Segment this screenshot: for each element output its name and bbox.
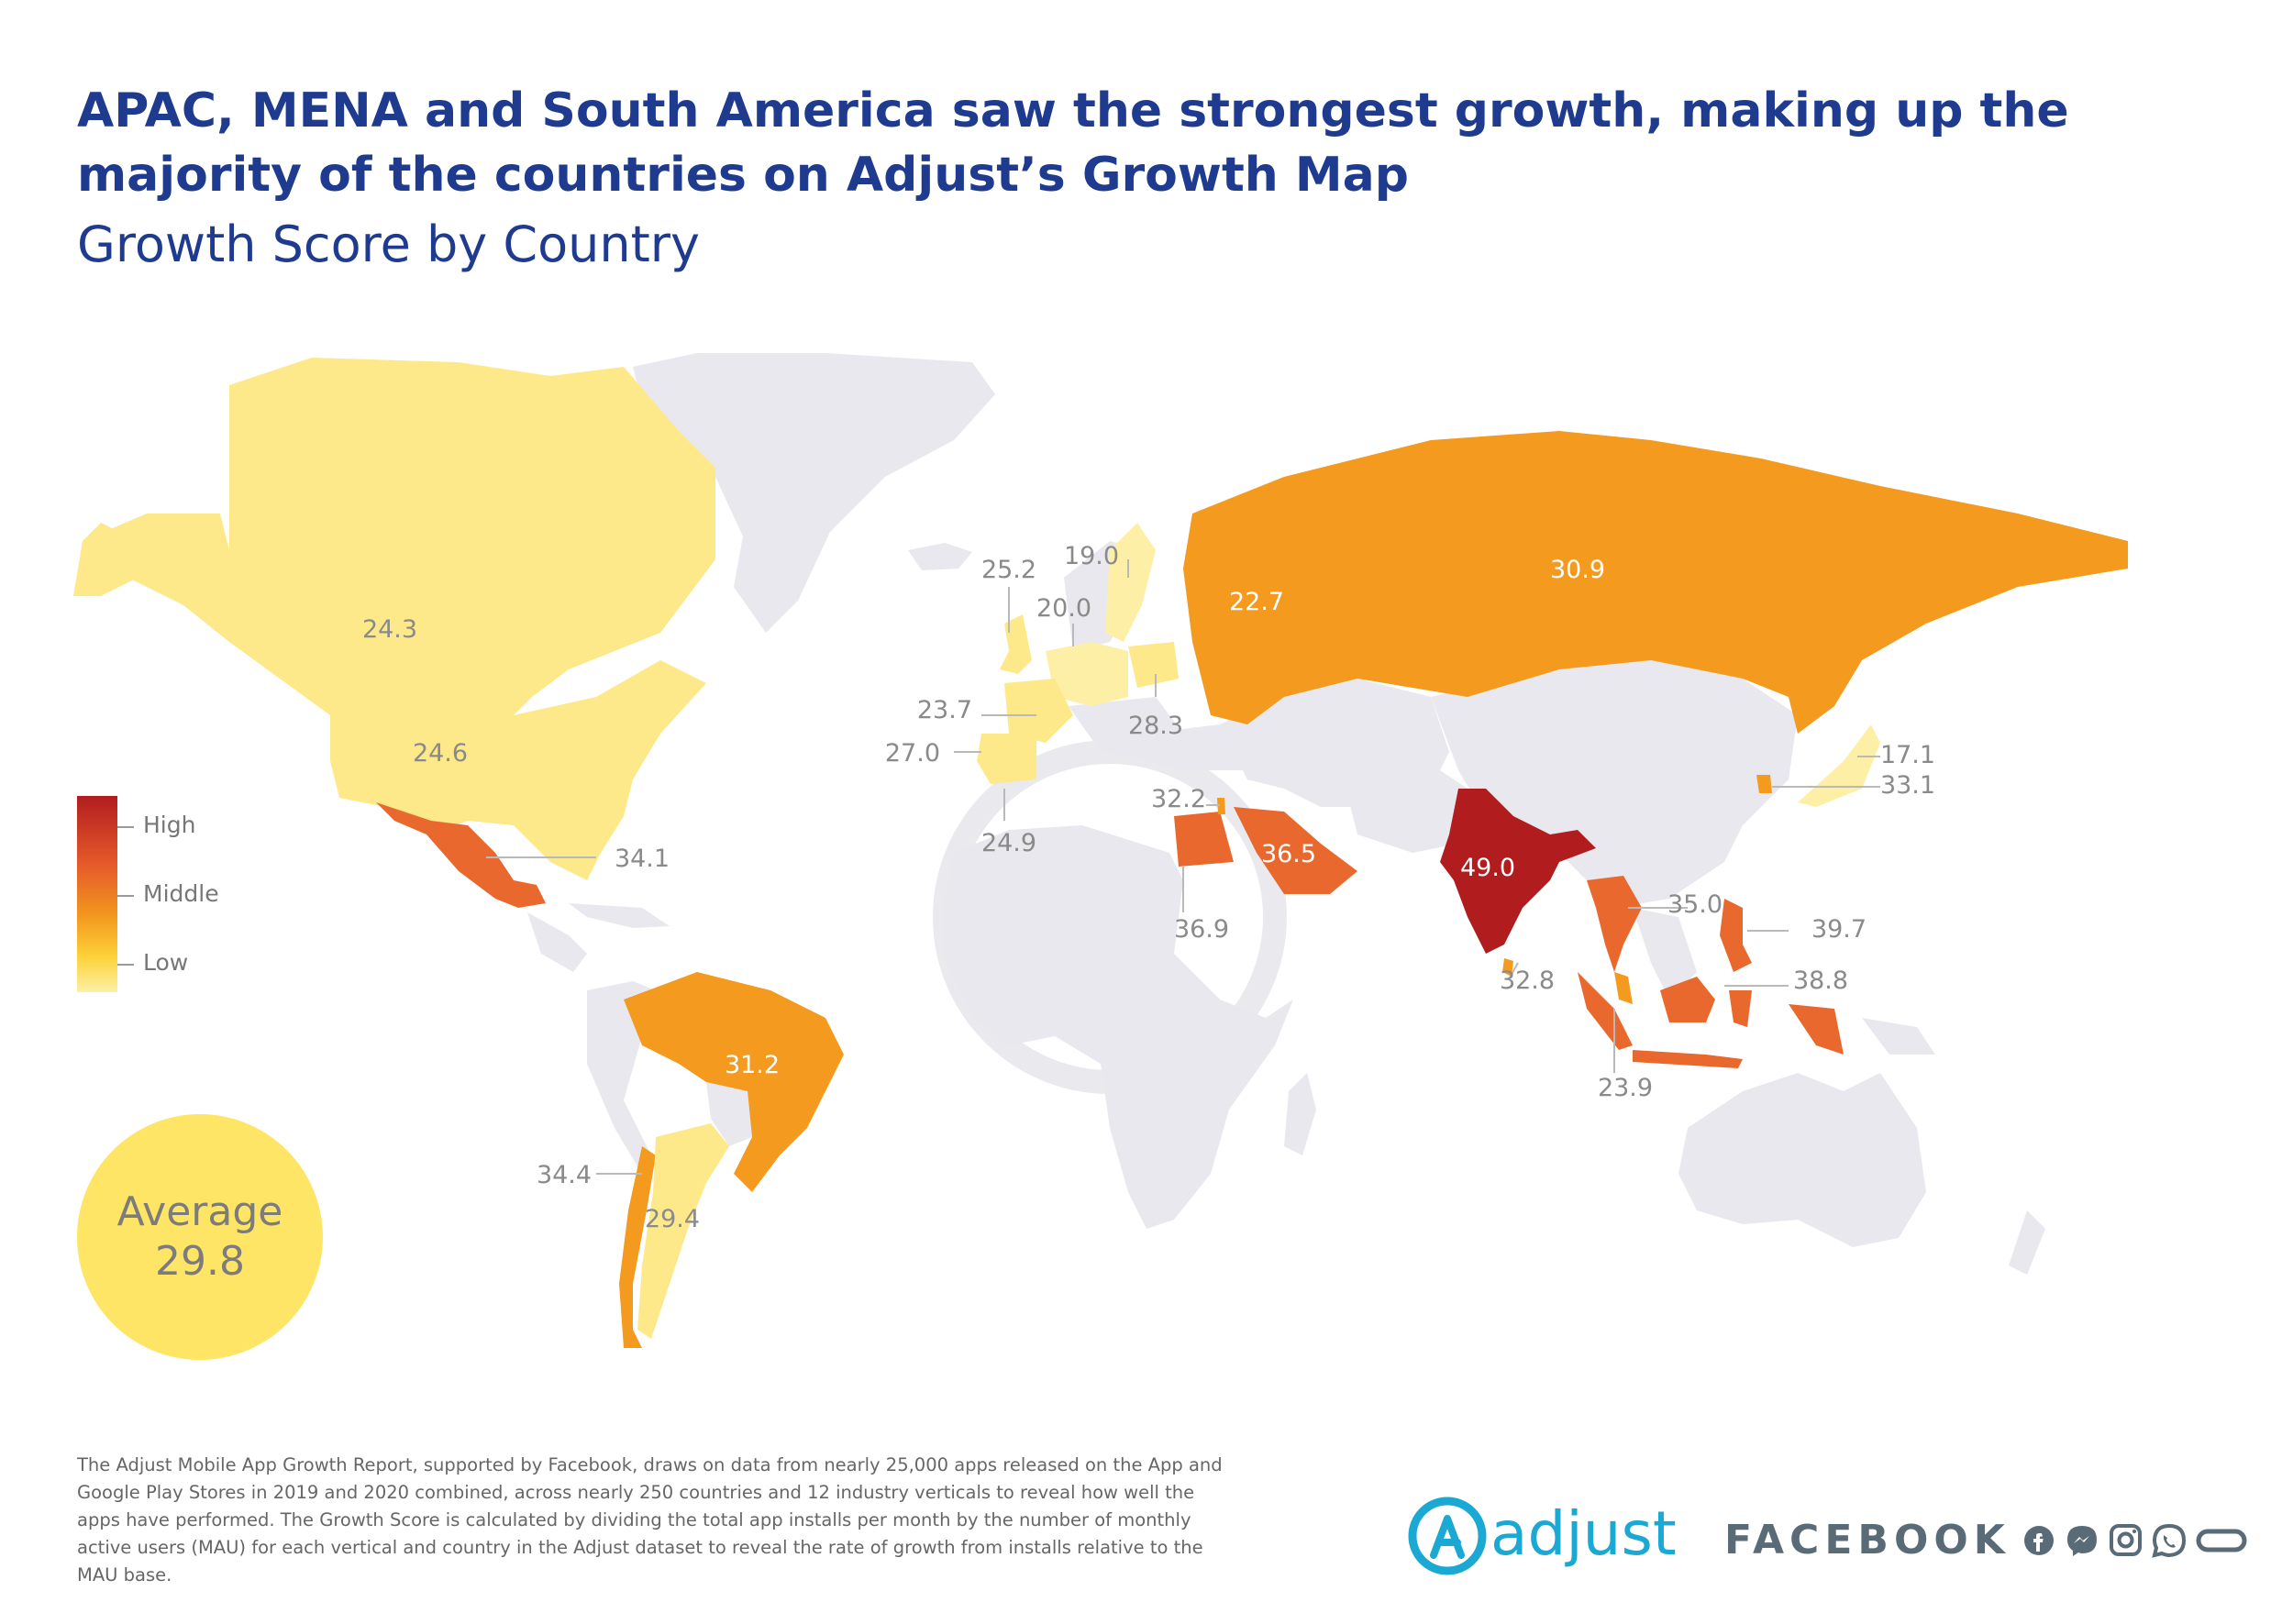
country-indonesia-borneo <box>1660 977 1715 1022</box>
country-uk <box>1000 614 1032 674</box>
value-label-mexico: 34.1 <box>615 845 670 873</box>
region-china-mongolia <box>1431 660 1798 908</box>
oculus-icon <box>2196 1529 2247 1552</box>
legend-color-scale <box>77 796 117 992</box>
value-label-chile: 34.4 <box>537 1161 592 1189</box>
instagram-icon <box>2110 1524 2142 1556</box>
country-philippines <box>1720 899 1752 972</box>
country-japan <box>1798 724 1880 807</box>
facebook-icon <box>2024 1526 2054 1555</box>
value-label-malaysia: 38.8 <box>1793 967 1848 995</box>
country-thailand-vietnam <box>1587 876 1642 972</box>
region-south-america-west <box>587 981 679 1174</box>
country-indonesia-sulawesi <box>1729 990 1752 1027</box>
region-australia <box>1678 1073 1926 1247</box>
value-label-poland-2: 28.3 <box>1128 712 1183 740</box>
country-malaysia <box>1614 972 1633 1004</box>
country-canada <box>83 358 715 715</box>
facebook-family-icons <box>2024 1523 2247 1558</box>
region-southern-europe <box>1069 697 1183 761</box>
legend-label-low: Low <box>143 949 189 976</box>
value-label-uk: 25.2 <box>981 556 1036 584</box>
average-badge: Average 29.8 <box>77 1114 323 1360</box>
legend-tick-middle <box>117 895 134 897</box>
adjust-wordmark: adjust <box>1490 1498 1677 1569</box>
country-alaska <box>73 514 229 596</box>
value-label-south-korea: 33.1 <box>1880 771 1935 800</box>
country-indonesia-java <box>1633 1050 1743 1068</box>
footnote: The Adjust Mobile App Growth Report, sup… <box>77 1454 1223 1585</box>
country-sri-lanka <box>1502 958 1513 977</box>
country-new-zealand <box>2009 1210 2045 1275</box>
country-madagascar <box>1284 1073 1316 1155</box>
country-mexico <box>376 802 546 908</box>
value-label-argentina: 29.4 <box>645 1205 700 1233</box>
legend-tick-high <box>117 826 134 828</box>
region-paraguay-uruguay <box>706 1082 752 1146</box>
value-label-russia: 30.9 <box>1550 556 1605 584</box>
country-argentina <box>637 1123 729 1339</box>
value-label-germany: 20.0 <box>1036 594 1091 623</box>
country-russia <box>1183 431 2128 734</box>
value-label-ukraine: 22.7 <box>1229 588 1284 616</box>
value-label-sweden: 19.0 <box>1064 542 1119 570</box>
country-greenland <box>633 353 995 633</box>
country-saudi-arabia <box>1234 807 1357 894</box>
country-chile <box>619 1146 656 1348</box>
value-label-philippines: 39.7 <box>1811 915 1867 944</box>
region-central-america <box>527 912 587 972</box>
value-label-poland: 27.0 <box>885 739 940 768</box>
value-label-saudi-arabia: 36.5 <box>1261 840 1316 868</box>
country-sweden <box>1105 523 1156 642</box>
country-egypt <box>1174 812 1234 867</box>
country-france <box>1004 679 1073 743</box>
leader-lines <box>486 559 1880 1175</box>
country-indonesia-sumatra <box>1578 972 1633 1050</box>
country-iceland <box>908 543 972 570</box>
region-png <box>1862 1018 1935 1055</box>
value-label-egypt: 36.9 <box>1174 915 1229 944</box>
value-label-vietnam: 35.0 <box>1667 890 1723 919</box>
whatsapp-icon <box>2152 1523 2187 1558</box>
page-title: APAC, MENA and South America saw the str… <box>77 83 2069 203</box>
country-netherlands-germany <box>1046 642 1128 706</box>
page-subtitle: Growth Score by Country <box>77 215 700 273</box>
region-africa <box>945 825 1293 1229</box>
average-value: 29.8 <box>155 1238 245 1285</box>
average-label: Average <box>116 1188 283 1235</box>
adjust-logo-icon <box>1408 1497 1487 1575</box>
region-indochina <box>1633 908 1697 1000</box>
region-iran-afghanistan <box>1339 752 1468 853</box>
value-label-usa: 24.6 <box>413 739 468 768</box>
value-label-indonesia: 23.9 <box>1598 1074 1653 1102</box>
value-label-canada: 24.3 <box>362 615 417 644</box>
country-south-korea <box>1756 775 1772 793</box>
value-label-sri-lanka: 32.8 <box>1500 967 1555 995</box>
value-label-france: 23.7 <box>917 696 972 724</box>
value-label-brazil: 31.2 <box>725 1051 780 1079</box>
value-label-spain: 24.9 <box>981 829 1036 857</box>
region-caribbean <box>569 903 670 928</box>
country-brazil <box>624 972 844 1192</box>
legend-label-middle: Middle <box>143 880 219 907</box>
country-indonesia-papua <box>1789 1004 1844 1055</box>
country-spain <box>977 734 1036 784</box>
value-label-india: 49.0 <box>1460 854 1515 882</box>
value-label-japan: 17.1 <box>1880 741 1935 769</box>
country-poland <box>1128 642 1179 688</box>
messenger-icon <box>2067 1526 2097 1556</box>
country-israel <box>1217 798 1225 814</box>
country-india <box>1440 789 1596 954</box>
legend-tick-low <box>117 964 134 966</box>
facebook-wordmark: FACEBOOK <box>1724 1517 2011 1563</box>
legend-label-high: High <box>143 812 196 838</box>
value-label-israel: 32.2 <box>1151 785 1206 813</box>
